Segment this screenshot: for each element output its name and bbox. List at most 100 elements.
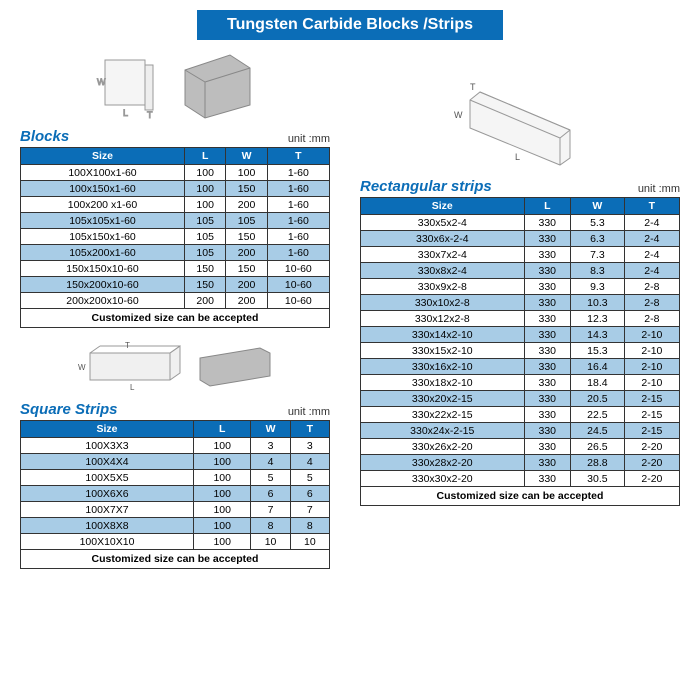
col-w: W xyxy=(571,198,625,215)
cell-size: 200x200x10-60 xyxy=(21,293,185,309)
square-diagram: T W L xyxy=(20,338,330,393)
cell-t: 2-4 xyxy=(624,231,679,247)
svg-text:L: L xyxy=(130,383,135,392)
cell-w: 28.8 xyxy=(571,455,625,471)
rect-title: Rectangular strips xyxy=(360,178,492,195)
table-row: 100X6X610066 xyxy=(21,486,330,502)
cell-size: 330x18x2-10 xyxy=(361,375,525,391)
cell-w: 8 xyxy=(251,518,290,534)
cell-l: 330 xyxy=(524,375,570,391)
cell-t: 5 xyxy=(290,470,329,486)
square-header: Square Strips unit :mm xyxy=(20,401,330,418)
cell-size: 330x28x2-20 xyxy=(361,455,525,471)
cell-size: 330x6x-2-4 xyxy=(361,231,525,247)
cell-size: 100X10X10 xyxy=(21,534,194,550)
square-unit: unit :mm xyxy=(288,406,330,418)
cell-w: 100 xyxy=(226,165,267,181)
cell-l: 330 xyxy=(524,263,570,279)
cell-size: 330x16x2-10 xyxy=(361,359,525,375)
cell-size: 150x150x10-60 xyxy=(21,261,185,277)
cell-t: 2-20 xyxy=(624,471,679,487)
cell-w: 200 xyxy=(226,245,267,261)
cell-t: 2-15 xyxy=(624,423,679,439)
col-size: Size xyxy=(21,148,185,165)
cell-size: 330x26x2-20 xyxy=(361,439,525,455)
left-column: W L T Blocks unit :mm Size L W xyxy=(20,50,330,569)
cell-l: 100 xyxy=(194,518,251,534)
cell-size: 330x8x2-4 xyxy=(361,263,525,279)
cell-w: 5.3 xyxy=(571,215,625,231)
cell-size: 150x200x10-60 xyxy=(21,277,185,293)
cell-w: 6 xyxy=(251,486,290,502)
cell-l: 100 xyxy=(194,470,251,486)
cell-l: 330 xyxy=(524,391,570,407)
cell-size: 330x20x2-15 xyxy=(361,391,525,407)
cell-size: 105x200x1-60 xyxy=(21,245,185,261)
blocks-unit: unit :mm xyxy=(288,133,330,145)
blocks-footer: Customized size can be accepted xyxy=(21,309,330,328)
cell-w: 150 xyxy=(226,229,267,245)
cell-l: 100 xyxy=(194,486,251,502)
svg-text:L: L xyxy=(123,108,128,118)
cell-t: 1-60 xyxy=(267,165,329,181)
cell-t: 2-4 xyxy=(624,247,679,263)
cell-t: 2-8 xyxy=(624,279,679,295)
cell-l: 330 xyxy=(524,279,570,295)
cell-l: 330 xyxy=(524,471,570,487)
cell-w: 6.3 xyxy=(571,231,625,247)
cell-size: 100X100x1-60 xyxy=(21,165,185,181)
table-row: 330x26x2-2033026.52-20 xyxy=(361,439,680,455)
cell-w: 18.4 xyxy=(571,375,625,391)
blocks-title: Blocks xyxy=(20,128,69,145)
cell-l: 105 xyxy=(184,229,225,245)
cell-t: 3 xyxy=(290,438,329,454)
blocks-diagram: W L T xyxy=(20,50,330,120)
cell-t: 2-10 xyxy=(624,327,679,343)
table-row: 105x200x1-601052001-60 xyxy=(21,245,330,261)
cell-w: 150 xyxy=(226,181,267,197)
cell-t: 2-4 xyxy=(624,215,679,231)
rect-diagram: T W L xyxy=(360,80,680,170)
col-t: T xyxy=(624,198,679,215)
cell-size: 100X3X3 xyxy=(21,438,194,454)
cell-size: 100X5X5 xyxy=(21,470,194,486)
cell-w: 16.4 xyxy=(571,359,625,375)
cell-w: 5 xyxy=(251,470,290,486)
cell-t: 10-60 xyxy=(267,293,329,309)
table-row: 330x9x2-83309.32-8 xyxy=(361,279,680,295)
cell-l: 105 xyxy=(184,245,225,261)
cell-size: 330x15x2-10 xyxy=(361,343,525,359)
table-row: 330x10x2-833010.32-8 xyxy=(361,295,680,311)
table-row: 330x16x2-1033016.42-10 xyxy=(361,359,680,375)
cell-t: 2-10 xyxy=(624,343,679,359)
cell-l: 330 xyxy=(524,327,570,343)
cell-size: 105x150x1-60 xyxy=(21,229,185,245)
cell-t: 10-60 xyxy=(267,277,329,293)
cell-l: 100 xyxy=(194,534,251,550)
table-row: 330x20x2-1533020.52-15 xyxy=(361,391,680,407)
cell-l: 100 xyxy=(184,165,225,181)
cell-w: 10.3 xyxy=(571,295,625,311)
table-row: 150x200x10-6015020010-60 xyxy=(21,277,330,293)
table-row: 100X4X410044 xyxy=(21,454,330,470)
cell-t: 1-60 xyxy=(267,245,329,261)
cell-t: 2-20 xyxy=(624,439,679,455)
svg-text:T: T xyxy=(125,341,130,350)
col-w: W xyxy=(226,148,267,165)
cell-size: 330x24x-2-15 xyxy=(361,423,525,439)
cell-size: 330x10x2-8 xyxy=(361,295,525,311)
table-row: 330x5x2-43305.32-4 xyxy=(361,215,680,231)
cell-size: 330x5x2-4 xyxy=(361,215,525,231)
cell-size: 330x12x2-8 xyxy=(361,311,525,327)
cell-l: 150 xyxy=(184,277,225,293)
cell-w: 24.5 xyxy=(571,423,625,439)
cell-t: 1-60 xyxy=(267,213,329,229)
cell-l: 330 xyxy=(524,455,570,471)
cell-l: 330 xyxy=(524,439,570,455)
square-table: Size L W T 100X3X310033100X4X410044100X5… xyxy=(20,420,330,569)
cell-t: 6 xyxy=(290,486,329,502)
table-row: 100X8X810088 xyxy=(21,518,330,534)
col-w: W xyxy=(251,421,290,438)
rect-header: Rectangular strips unit :mm xyxy=(360,178,680,195)
cell-t: 1-60 xyxy=(267,181,329,197)
